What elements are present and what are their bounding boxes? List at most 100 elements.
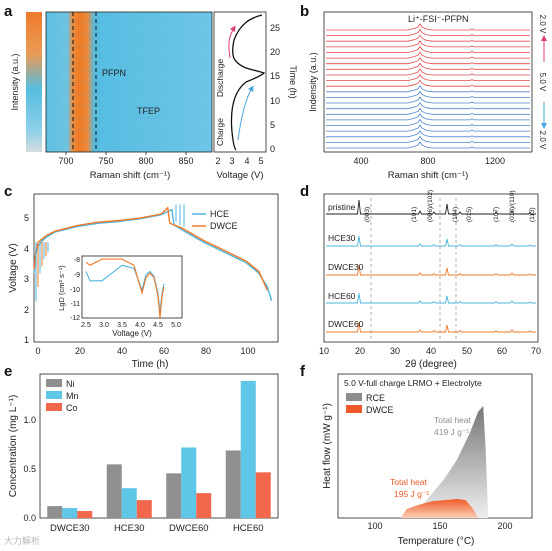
peak-labels: (003) (101) (006)/(102) (104) (015) (107… <box>364 190 536 222</box>
legend-hce: HCE <box>210 209 229 219</box>
voltage-time-curve <box>230 14 266 151</box>
xtick-700: 700 <box>58 156 73 166</box>
bar-ni-dwce60 <box>166 473 182 518</box>
inset-ytick-8: -8 <box>74 257 80 264</box>
inset-xticks: 2.5 3.0 3.5 4.0 4.5 5.0 <box>81 322 181 329</box>
peak-107: (107) <box>493 207 500 222</box>
time-ylabel: Time (h) <box>288 65 298 98</box>
panel-label-a: a <box>4 3 13 20</box>
xtick-850: 850 <box>178 156 193 166</box>
rce-total-heat-value: 419 J g⁻¹ <box>434 427 469 437</box>
inset-xtick-3.0: 3.0 <box>99 322 109 329</box>
panel-c-ylabel: Voltage (V) <box>8 243 19 292</box>
spectrum-6 <box>326 56 530 65</box>
c-xtick-0: 0 <box>35 346 40 356</box>
bar-co-hce60 <box>255 472 271 518</box>
inset-curve-dwce <box>85 258 165 319</box>
c-xtick-80: 80 <box>201 346 211 356</box>
xrd-hce60 <box>326 293 536 304</box>
c-ytick-5: 5 <box>24 213 29 223</box>
voltage-xticks: 2 3 4 5 <box>215 156 263 166</box>
ttick-15: 15 <box>270 71 280 81</box>
legend-mn-swatch <box>46 391 62 399</box>
panel-e-yticks: 0.0 0.5 1.0 <box>23 415 36 523</box>
panel-label-c: c <box>4 183 12 200</box>
b-xtick-400: 400 <box>353 156 368 166</box>
b-xtick-800: 800 <box>420 156 435 166</box>
trace-hce30: HCE30 <box>328 233 356 243</box>
panel-f-ylabel: Heat flow (mW g⁻¹) <box>322 403 333 489</box>
spectrum-5 <box>326 51 530 59</box>
d-xtick-40: 40 <box>426 346 436 356</box>
spectrum-15 <box>326 107 530 115</box>
b-label-top: 2.0 V <box>538 15 547 34</box>
tfep-annotation: TFEP <box>137 106 160 116</box>
concentration-bars <box>47 380 271 518</box>
spectrum-2 <box>326 34 530 42</box>
c-ytick-4: 4 <box>24 244 29 254</box>
d-xtick-10: 10 <box>319 346 329 356</box>
b-label-bottom: 2.0 V <box>538 131 547 150</box>
ttick-5: 5 <box>270 120 275 130</box>
xrd-hce30 <box>326 236 536 247</box>
c-xtick-60: 60 <box>159 346 169 356</box>
d-xtick-70: 70 <box>531 346 541 356</box>
voltage-time-frame <box>213 11 267 153</box>
panel-b-title: Li⁺-FSI⁻-PFPN <box>408 14 469 24</box>
legend-mn: Mn <box>66 391 79 401</box>
discharge-label: Discharge <box>215 59 225 98</box>
f-xtick-100: 100 <box>367 521 382 531</box>
panel-b: Li⁺-FSI⁻-PFPN Indensity (a.u.) 400 800 1… <box>308 11 547 181</box>
xrd-dwce60 <box>326 322 536 333</box>
heat-flow-areas <box>400 406 489 518</box>
panel-d-frame <box>323 193 539 343</box>
vtick-5: 5 <box>258 156 263 166</box>
panel-e: DWCE30 HCE30 DWCE60 HCE60 0.0 0.5 1.0 Conce… <box>8 373 279 534</box>
legend-ni: Ni <box>66 379 75 389</box>
spectrum-18 <box>326 124 530 132</box>
category-dwce60: DWCE60 <box>169 523 209 534</box>
inset-curve-hce <box>85 264 165 312</box>
spectrum-13 <box>326 96 530 104</box>
panel-e-ylabel: Concentration (mg L⁻¹) <box>8 395 19 498</box>
panel-f: 5.0 V-full charge LRMO + Electrolyte RCE… <box>322 373 533 547</box>
legend-rce: RCE <box>366 393 385 403</box>
panel-b-ylabel: Indensity (a.u.) <box>308 52 318 112</box>
peak-003: (003) <box>364 207 371 222</box>
ttick-0: 0 <box>270 144 275 154</box>
spectrum-19 <box>326 130 530 138</box>
panel-a-xticks: 700 750 800 850 <box>58 152 194 166</box>
d-xtick-30: 30 <box>390 346 400 356</box>
xrd-pristine <box>326 199 536 215</box>
spectrum-17 <box>326 118 530 126</box>
peak-018-110: (018)/(110) <box>509 190 516 222</box>
bar-co-hce30 <box>136 500 152 518</box>
spectrum-14 <box>326 101 530 110</box>
ttick-20: 20 <box>270 47 280 57</box>
panel-label-d: d <box>300 183 309 200</box>
spectrum-16 <box>326 113 530 121</box>
area-dwce <box>400 499 479 518</box>
panel-c-legend: HCE DWCE <box>192 209 238 231</box>
c-xtick-20: 20 <box>75 346 85 356</box>
spectrum-8 <box>326 68 530 76</box>
trace-pristine: pristine <box>328 202 356 212</box>
panel-a-xlabel: Raman shift (cm⁻¹) <box>90 170 171 181</box>
peak-113: (113) <box>529 207 536 222</box>
rce-total-heat-label: Total heat <box>434 415 471 425</box>
inset-yticks: -8 -9 -10 -11 -12 <box>70 257 80 322</box>
bar-mn-hce30 <box>121 488 137 518</box>
spectrum-4 <box>326 45 530 53</box>
panel-f-legend: RCE DWCE <box>346 393 394 415</box>
charge-label: Charge <box>215 118 225 146</box>
inset-xtick-2.5: 2.5 <box>81 322 91 329</box>
spectrum-3 <box>326 40 530 48</box>
panel-b-xlabel: Raman shift (cm⁻¹) <box>388 170 469 181</box>
discharge-arrow <box>228 25 236 59</box>
b-xtick-1200: 1200 <box>485 156 505 166</box>
c-ytick-2: 2 <box>24 305 29 315</box>
bar-mn-hce60 <box>240 380 256 518</box>
f-xtick-150: 150 <box>432 521 447 531</box>
charge-arrow <box>237 85 254 141</box>
